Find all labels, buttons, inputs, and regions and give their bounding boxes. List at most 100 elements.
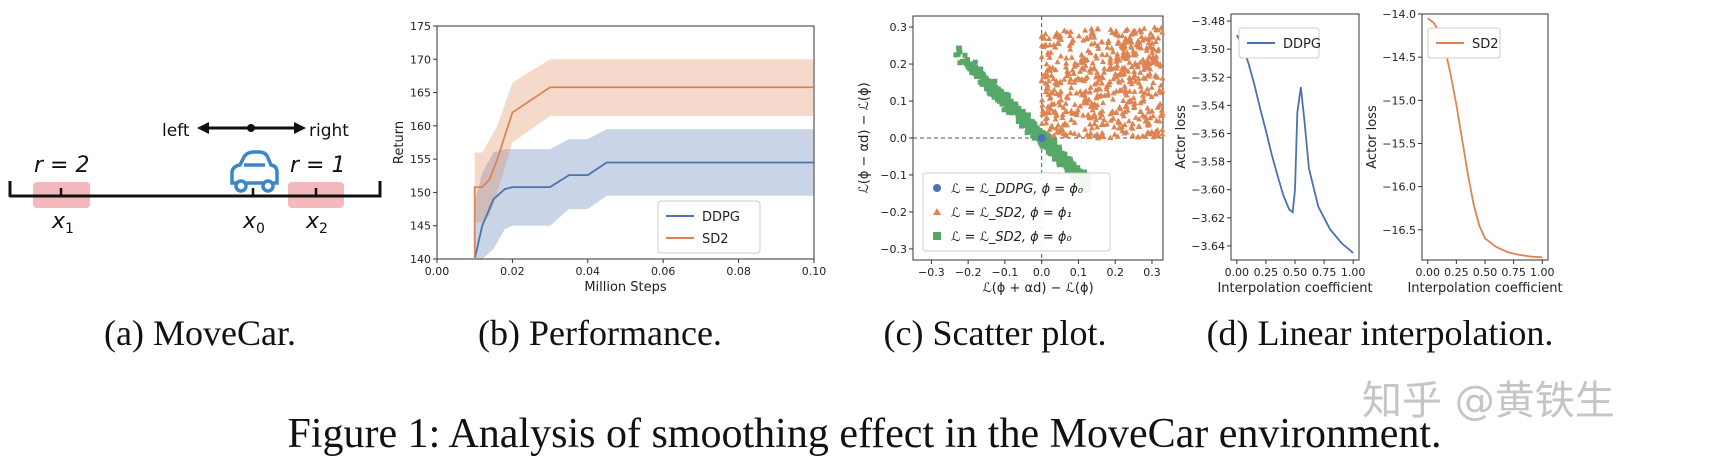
scatter-point-sd2-phi0 [1025,112,1031,118]
scatter-point-sd2-phi0 [975,73,981,79]
scatter-point-sd2-phi1 [1052,115,1059,122]
scatter-point-sd2-phi1 [1119,127,1126,134]
y-tick-label: −3.60 [1191,184,1225,197]
scatter-point-sd2-phi1 [1121,43,1128,49]
x-tick-label: 0.2 [1106,266,1124,279]
scatter-point-sd2-phi1 [1155,34,1162,41]
scatter-point-sd2-phi1 [1098,80,1105,86]
scatter-point-sd2-phi1 [1042,80,1049,86]
scatter-point-sd2-phi1 [1149,49,1156,56]
scatter-point-sd2-phi0 [1064,161,1070,167]
scatter-point-sd2-phi0 [1050,145,1056,151]
y-tick-label: −15.0 [1382,94,1416,107]
scatter-point-sd2-phi1 [1067,75,1074,82]
scatter-point-sd2-phi1 [1043,85,1050,92]
scatter-point-sd2-phi1 [1121,121,1128,128]
scatter-point-sd2-phi1 [1062,64,1069,70]
scatter-point-sd2-phi1 [1107,57,1114,63]
scatter-point-sd2-phi1 [1047,67,1054,73]
scatter-point-sd2-phi0 [968,66,974,72]
scatter-point-sd2-phi1 [1159,126,1166,133]
y-tick-label: 145 [410,220,431,233]
scatter-point-sd2-phi1 [1153,56,1160,63]
scatter-point-sd2-phi1 [1132,78,1139,84]
scatter-point-sd2-phi0 [996,93,1002,99]
scatter-point-sd2-phi1 [1050,132,1057,138]
scatter-point-sd2-phi1 [1128,63,1135,70]
scatter-point-sd2-phi1 [1088,40,1095,47]
scatter-point-sd2-phi1 [1087,114,1094,121]
scatter-point-sd2-phi1 [1126,59,1133,65]
scatter-point-sd2-phi0 [1069,168,1075,174]
scatter-point-sd2-phi1 [1137,83,1144,89]
scatter-point-sd2-phi1 [1137,99,1144,106]
scatter-point-sd2-phi1 [1045,103,1052,109]
scatter-point-sd2-phi0 [1023,116,1029,122]
scatter-point-sd2-phi1 [1059,114,1066,121]
scatter-point-sd2-phi1 [1114,40,1121,46]
scatter-point-sd2-phi1 [1080,112,1087,118]
scatter-point-sd2-phi1 [1130,94,1137,101]
scatter-point-sd2-phi1 [1053,110,1060,116]
performance-chart: 0.00 0.02 0.04 0.06 0.08 0.10 140 145 150 155 160 1… [392,20,826,295]
scatter-point-sd2-phi1 [1151,132,1158,139]
scatter-point-sd2-phi1 [1068,107,1075,114]
scatter-point-sd2-phi0 [1031,129,1037,135]
scatter-point-sd2-phi1 [1091,111,1098,118]
scatter-point-sd2-phi0 [998,95,1004,101]
scatter-point-sd2-phi1 [1139,92,1146,98]
legend-label: ℒ = ℒ_DDPG, ϕ = ϕ₀ [951,182,1084,197]
scatter-point-sd2-phi0 [953,52,959,58]
scatter-point-sd2-phi1 [1053,90,1060,97]
scatter-point-sd2-phi1 [1089,59,1096,66]
scatter-point-sd2-phi1 [1154,130,1161,137]
scatter-point-sd2-phi1 [1041,109,1048,116]
scatter-point-sd2-phi1 [1103,51,1110,58]
scatter-point-sd2-phi0 [1056,153,1062,159]
x-tick-label: 0.75 [1312,266,1337,279]
scatter-point-sd2-phi1 [1055,40,1062,47]
scatter-point-sd2-phi0 [1061,162,1067,168]
scatter-point-sd2-phi1 [1106,78,1113,85]
scatter-point-sd2-phi1 [1114,51,1121,57]
scatter-point-sd2-phi1 [1109,96,1116,102]
scatter-point-sd2-phi0 [1051,151,1057,157]
scatter-point-sd2-phi1 [1159,130,1166,137]
scatter-point-sd2-phi1 [1059,111,1066,117]
scatter-point-sd2-phi1 [1091,80,1098,87]
y-tick-label: 160 [410,120,431,133]
scatter-point-sd2-phi0 [1035,132,1041,138]
x-tick-label: 0.02 [500,265,525,278]
scatter-point-sd2-phi1 [1093,94,1100,101]
interpolation-chart-ddpg: 0.00 0.25 0.50 0.75 1.00 −3.48 −3.50 −3.52 −3.54… [1174,13,1373,296]
y-tick-label: 0.0 [890,132,908,145]
y-tick-label: 165 [410,87,431,100]
scatter-point-sd2-phi1 [1136,39,1143,46]
scatter-point-sd2-phi1 [1103,83,1110,89]
scatter-point-sd2-phi1 [1128,44,1135,50]
scatter-point-sd2-phi0 [1025,123,1031,129]
scatter-point-sd2-phi1 [1158,107,1165,113]
scatter-point-sd2-phi1 [1058,96,1065,103]
scatter-point-sd2-phi1 [1126,34,1133,40]
series-line-ddpg [473,161,814,259]
x-tick-label: 0.0 [1033,266,1051,279]
scatter-point-sd2-phi1 [1042,88,1049,94]
scatter-point-sd2-phi1 [1057,101,1064,108]
scatter-point-sd2-phi1 [1110,115,1117,121]
x-axis-label: ℒ(ϕ + αd) − ℒ(ϕ) [982,281,1093,296]
scatter-point-sd2-phi1 [1057,79,1064,86]
x-tick-label: 1.00 [1341,266,1366,279]
scatter-point-sd2-phi1 [1085,111,1092,117]
scatter-point-sd2-phi0 [964,57,970,63]
scatter-point-sd2-phi1 [1150,112,1157,119]
scatter-point-sd2-phi1 [1086,88,1093,95]
scatter-point-sd2-phi1 [1115,56,1122,62]
movecar-diagram: left right r = 2 r = 1 x1 x0 x2 [8,121,382,237]
scatter-point-sd2-phi1 [1082,62,1089,68]
scatter-point-sd2-phi1 [1099,51,1106,57]
scatter-point-sd2-phi0 [962,52,968,58]
scatter-point-sd2-phi1 [1146,72,1153,79]
scatter-point-sd2-phi1 [1113,31,1120,38]
figure-caption: Figure 1: Analysis of smoothing effect i… [287,411,1442,457]
